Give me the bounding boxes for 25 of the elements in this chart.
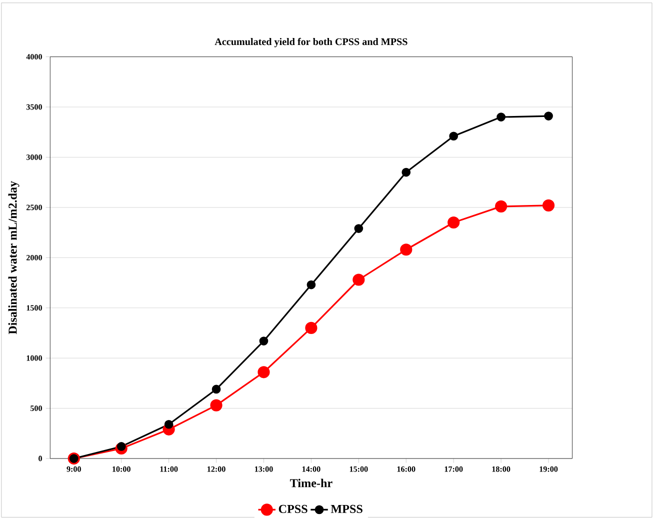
y-tick-label: 2500 bbox=[26, 204, 42, 210]
x-tick-label: 19:00 bbox=[540, 466, 558, 472]
y-tick-label: 1000 bbox=[26, 356, 42, 361]
legend-label: CPSS bbox=[278, 505, 308, 514]
x-tick-label: 12:00 bbox=[208, 466, 226, 472]
x-tick-label: 16:00 bbox=[397, 466, 416, 472]
x-tick-label: 18:00 bbox=[492, 466, 510, 472]
x-tick-label: 13:00 bbox=[254, 466, 273, 472]
y-tick-label: 2000 bbox=[26, 255, 42, 261]
x-tick-label: 17:00 bbox=[444, 466, 463, 472]
x-axis-title: Time-hr bbox=[290, 478, 332, 488]
y-tick-label: 3500 bbox=[26, 104, 42, 110]
y-tick-label: 0 bbox=[38, 456, 42, 462]
x-tick-label: 15:00 bbox=[350, 466, 368, 472]
x-tick-label: 10:00 bbox=[112, 466, 130, 472]
chart-title: Accumulated yield for both CPSS and MPSS bbox=[214, 38, 408, 48]
x-tick-label: 14:00 bbox=[302, 466, 320, 472]
y-tick-label: 500 bbox=[30, 406, 42, 412]
y-tick-label: 1500 bbox=[26, 305, 42, 311]
y-axis-title: Disalinated water mL/m2.day bbox=[8, 181, 20, 334]
x-tick-label: 11:00 bbox=[160, 466, 178, 472]
y-tick-label: 4000 bbox=[26, 54, 42, 60]
y-tick-label: 3000 bbox=[26, 154, 42, 160]
legend-label: MPSS bbox=[330, 505, 362, 514]
x-tick-label: 9:00 bbox=[66, 466, 81, 472]
